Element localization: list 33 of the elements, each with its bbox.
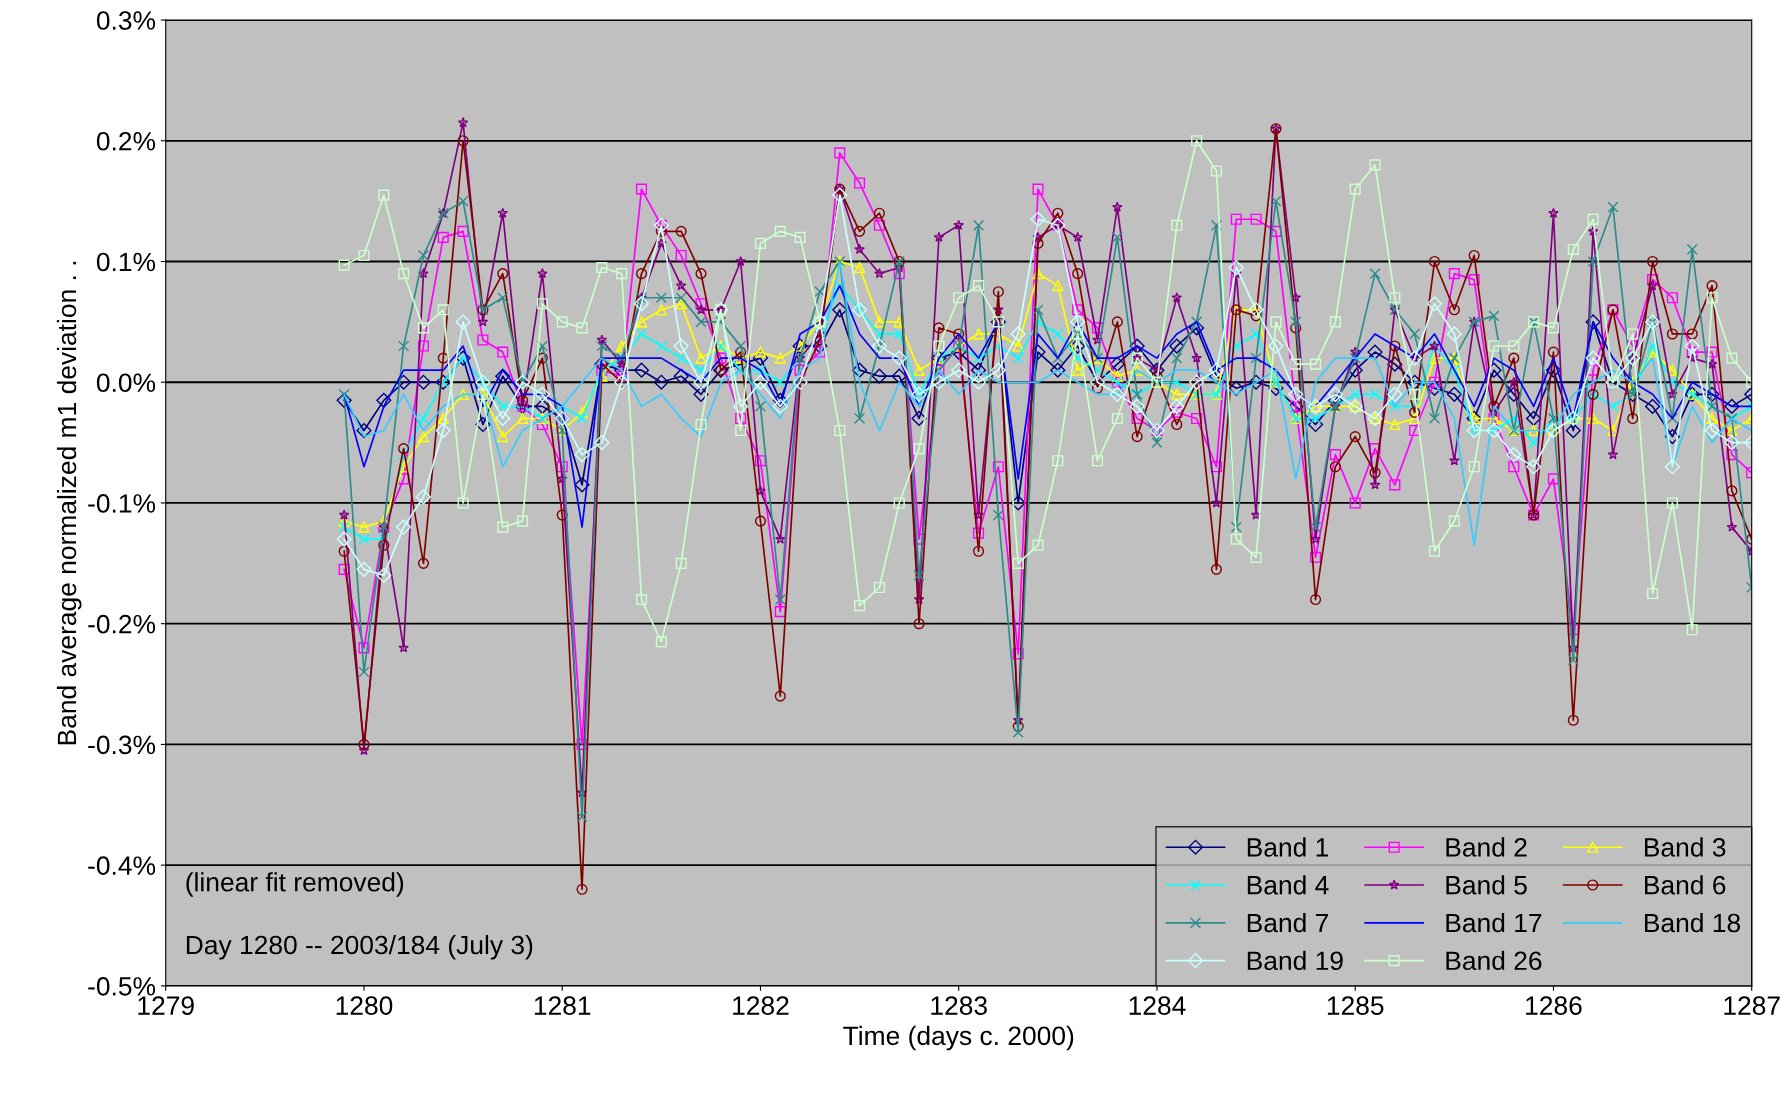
x-tick-label: 1287 [1724,996,1780,1015]
x-axis-title: Time (days c. 2000) [843,1025,1074,1051]
legend-label: Band 4 [1247,875,1329,895]
legend-label: Band 6 [1645,875,1726,895]
x-tick-label: 1283 [931,996,987,1015]
legend-label: Band 5 [1446,875,1527,895]
x-tick-label: 1280 [336,996,393,1015]
legend-label: Band 26 [1446,950,1542,971]
annotation: (linear fit removed) [186,872,404,897]
x-tick-label: 1279 [138,996,194,1015]
y-tick-label: 0.3% [96,11,156,30]
legend-label: Band 17 [1446,912,1542,933]
x-tick-label: 1282 [733,996,789,1015]
x-tick-label: 1281 [534,996,591,1015]
legend-label: Band 2 [1446,837,1527,857]
annotation: Day 1280 -- 2003/184 (July 3) [186,934,533,960]
y-tick-label: -0.4% [88,856,156,875]
legend-label: Band 19 [1247,950,1343,971]
y-axis-title: Band average normalized m1 deviation . . [56,261,82,745]
y-tick-label: -0.5% [88,977,156,996]
y-tick-label: -0.3% [88,735,156,755]
x-tick-label: 1286 [1526,996,1582,1015]
y-tick-label: -0.1% [88,494,156,513]
legend-label: Band 18 [1645,912,1741,933]
y-tick-label: 0.2% [96,131,156,151]
legend-label: Band 3 [1645,837,1726,857]
legend-label: Band 1 [1247,837,1329,857]
x-tick-label: 1285 [1327,996,1384,1015]
y-tick-label: 0.1% [96,252,156,272]
y-tick-label: 0.0% [96,373,156,393]
legend-label: Band 7 [1247,912,1328,933]
x-tick-label: 1284 [1129,996,1186,1015]
y-tick-label: -0.2% [88,614,156,634]
